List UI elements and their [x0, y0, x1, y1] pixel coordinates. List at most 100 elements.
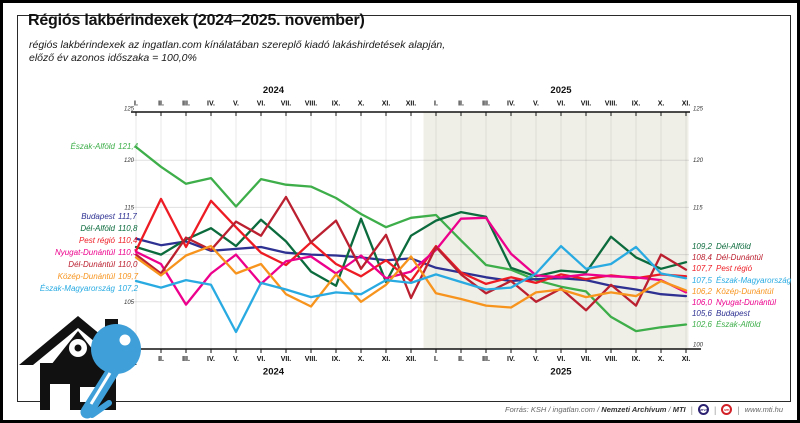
legend-left-d-l-dun-nt-l: Dél-Dunántúl 110,0	[3, 260, 141, 269]
month-label-top: V.	[233, 101, 239, 108]
legend-region-name: Észak-Alföld	[716, 319, 761, 329]
month-label-bottom: III.	[482, 356, 490, 363]
month-label-top: I.	[434, 101, 438, 108]
legend-region-name: Dél-Alföld	[716, 241, 751, 251]
month-label-top: I.	[134, 101, 138, 108]
month-label-top: IX.	[332, 101, 341, 108]
legend-start-value: 110,4	[118, 235, 138, 245]
month-label-top: X.	[658, 101, 665, 108]
month-label-top: VII.	[581, 101, 592, 108]
footer-separator: |	[690, 404, 693, 415]
subtitle-line-2: előző év azonos időszaka = 100,0%	[29, 52, 197, 64]
legend-start-value: 110,0	[118, 259, 138, 269]
ytick-label-right: 100	[693, 343, 704, 349]
legend-right-budapest: 105,6 Budapest	[690, 309, 750, 318]
rent-index-line-chart: I. I. II. II. III. III. IV. IV. V. V. VI. VI. VII. VI…	[124, 85, 704, 378]
year-label-bottom-2024: 2024	[263, 367, 285, 378]
month-label-top: III.	[482, 101, 490, 108]
legend-left-budapest: Budapest 111,7	[3, 212, 141, 221]
year-label-top-2024: 2024	[263, 85, 285, 96]
legend-right-d-l-dun-nt-l: 108,4 Dél-Dunántúl	[690, 253, 763, 262]
month-label-top: XII.	[406, 101, 417, 108]
key-head	[91, 324, 141, 374]
month-label-bottom: VIII.	[605, 356, 618, 363]
key-head-highlight	[119, 334, 131, 346]
legend-end-value: 107,7	[691, 263, 712, 273]
legend-start-value: 121,4	[118, 141, 139, 151]
footer-separator: |	[737, 404, 740, 415]
month-label-bottom: V.	[233, 356, 239, 363]
legend-region-name: Közép-Dunántúl	[716, 286, 774, 296]
series-line-nyugat-dun-nt-l	[134, 216, 688, 306]
month-label-top: VIII.	[605, 101, 618, 108]
series-line--szak-alf-ld	[134, 145, 688, 333]
series-line-d-l-alf-ld	[134, 210, 688, 287]
month-label-bottom: VIII.	[305, 356, 318, 363]
page-title: Régiós lakbérindexek (2024–2025. novembe…	[28, 12, 365, 29]
month-label-top: IV.	[507, 101, 515, 108]
legend-end-value: 102,6	[691, 319, 712, 329]
month-label-bottom: X.	[358, 356, 365, 363]
legend-start-value: 109,7	[118, 271, 139, 281]
legend-left--szak-alf-ld: Észak-Alföld 121,4	[3, 142, 141, 151]
month-label-bottom: VI.	[257, 356, 266, 363]
legend-left--szak-magyarorsz-g: Észak-Magyarország 107,2	[3, 284, 141, 293]
legend-end-value: 106,0	[691, 297, 712, 307]
legend-region-name: Dél-Alföld	[80, 223, 115, 233]
month-label-bottom: IV.	[507, 356, 515, 363]
legend-left-k-z-p-dun-nt-l: Közép-Dunántúl 109,7	[3, 272, 141, 281]
series-line-pest-r-gi-	[134, 197, 688, 286]
footer-source-bar: Forrás: KSH / ingatlan.com / Nemzeti Arc…	[505, 404, 783, 415]
legend-region-name: Észak-Alföld	[70, 141, 115, 151]
mtva-logo-icon: MTVA	[697, 404, 709, 415]
ytick-label-right: 120	[693, 158, 704, 164]
month-label-bottom: II.	[158, 356, 164, 363]
month-label-top: IX.	[632, 101, 641, 108]
legend-end-value: 105,6	[691, 308, 712, 318]
series-line--szak-magyarorsz-g	[134, 244, 688, 334]
legend-region-name: Észak-Magyarország	[716, 275, 792, 285]
legend-end-value: 107,5	[691, 275, 712, 285]
legend-region-name: Budapest	[81, 211, 115, 221]
ytick-label-right: 115	[693, 205, 703, 211]
mti-logo-icon: MTI	[721, 404, 733, 415]
legend-region-name: Dél-Dunántúl	[716, 252, 763, 262]
series-line-d-l-dun-nt-l	[134, 195, 688, 312]
legend-region-name: Pest régió	[716, 263, 753, 273]
key-stem-slit	[89, 372, 112, 405]
month-label-top: VIII.	[305, 101, 318, 108]
legend-right--szak-alf-ld: 102,6 Észak-Alföld	[690, 319, 761, 329]
month-label-bottom: IV.	[207, 356, 215, 363]
legend-region-name: Közép-Dunántúl	[57, 271, 115, 281]
ytick-label-right: 125	[693, 107, 704, 113]
legend-region-name: Pest régió	[78, 235, 115, 245]
legend-right-d-l-alf-ld: 109,2 Dél-Alföld	[690, 242, 751, 251]
year-label-top-2025: 2025	[550, 85, 572, 96]
legend-right-k-z-p-dun-nt-l: 106,2 Közép-Dunántúl	[690, 287, 773, 296]
month-label-top: II.	[158, 101, 164, 108]
month-label-top: IV.	[207, 101, 215, 108]
month-label-top: VI.	[257, 101, 266, 108]
month-label-top: XI.	[382, 101, 391, 108]
key-fork-prong	[89, 400, 112, 418]
legend-end-value: 106,2	[691, 286, 712, 296]
month-label-top: III.	[182, 101, 190, 108]
legend-right-nyugat-dun-nt-l: 106,0 Nyugat-Dunántúl	[690, 298, 776, 307]
shaded-2025-region	[423, 112, 689, 349]
chart-subtitle: régiós lakbérindexek az ingatlan.com kín…	[29, 39, 445, 65]
legend-region-name: Budapest	[716, 308, 750, 318]
legend-region-name: Dél-Dunántúl	[68, 259, 115, 269]
month-label-bottom: VII.	[281, 356, 292, 363]
month-label-bottom: V.	[533, 356, 539, 363]
legend-start-value: 110,8	[118, 223, 138, 233]
month-label-bottom: II.	[458, 356, 464, 363]
month-label-bottom: XII.	[406, 356, 417, 363]
ytick-label-left: 105	[124, 300, 135, 306]
legend-left-pest-r-gi-: Pest régió 110,4	[3, 236, 141, 245]
month-label-top: V.	[533, 101, 539, 108]
legend-start-value: 110,3	[118, 247, 138, 257]
month-label-bottom: XI.	[382, 356, 391, 363]
legend-start-value: 107,2	[118, 283, 139, 293]
legend-right--szak-magyarorsz-g: 107,5 Észak-Magyarország	[690, 276, 791, 285]
